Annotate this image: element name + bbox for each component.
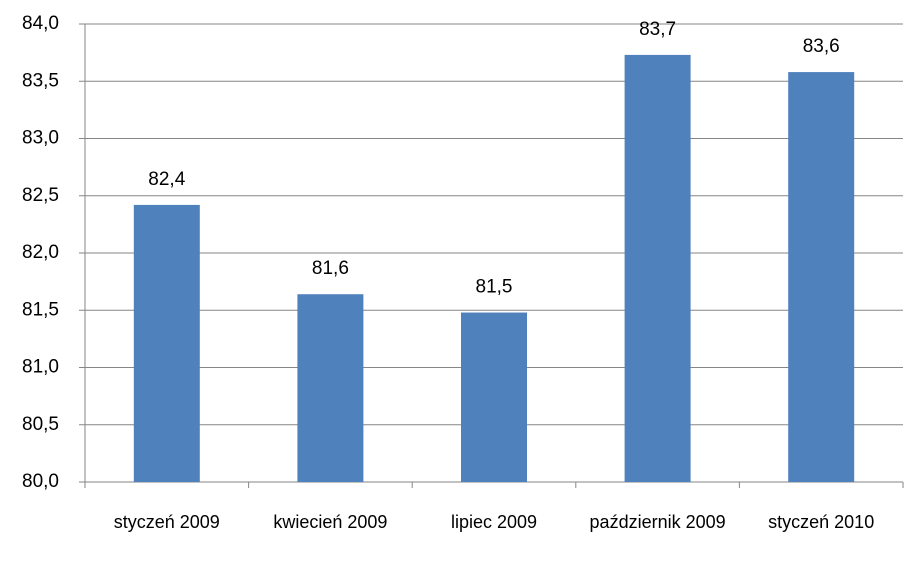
y-tick-label: 81,0 xyxy=(22,357,59,378)
y-tick-label: 82,5 xyxy=(22,185,59,206)
y-tick-label: 81,5 xyxy=(22,299,59,320)
x-tick-label: styczeń 2009 xyxy=(113,512,220,532)
data-label: 81,6 xyxy=(312,258,349,279)
y-tick-label: 82,0 xyxy=(22,242,59,263)
x-tick-label: październik 2009 xyxy=(589,512,726,532)
data-label: 81,5 xyxy=(476,277,513,298)
bar xyxy=(624,54,691,482)
bar xyxy=(133,204,200,482)
data-label: 82,4 xyxy=(148,169,185,190)
y-tick-label: 84,0 xyxy=(22,13,59,34)
bar xyxy=(297,294,364,482)
x-tick-label: styczeń 2010 xyxy=(768,512,875,532)
x-tick-label: kwiecień 2009 xyxy=(273,512,388,532)
y-tick-label: 80,5 xyxy=(22,414,59,435)
bar xyxy=(788,72,855,482)
bar xyxy=(461,312,527,482)
y-tick-label: 83,5 xyxy=(22,70,59,91)
y-tick-label: 80,0 xyxy=(22,471,59,492)
y-tick-label: 83,0 xyxy=(22,128,59,149)
data-label: 83,7 xyxy=(639,19,676,40)
data-label: 83,6 xyxy=(803,36,840,57)
x-tick-label: lipiec 2009 xyxy=(450,512,538,532)
